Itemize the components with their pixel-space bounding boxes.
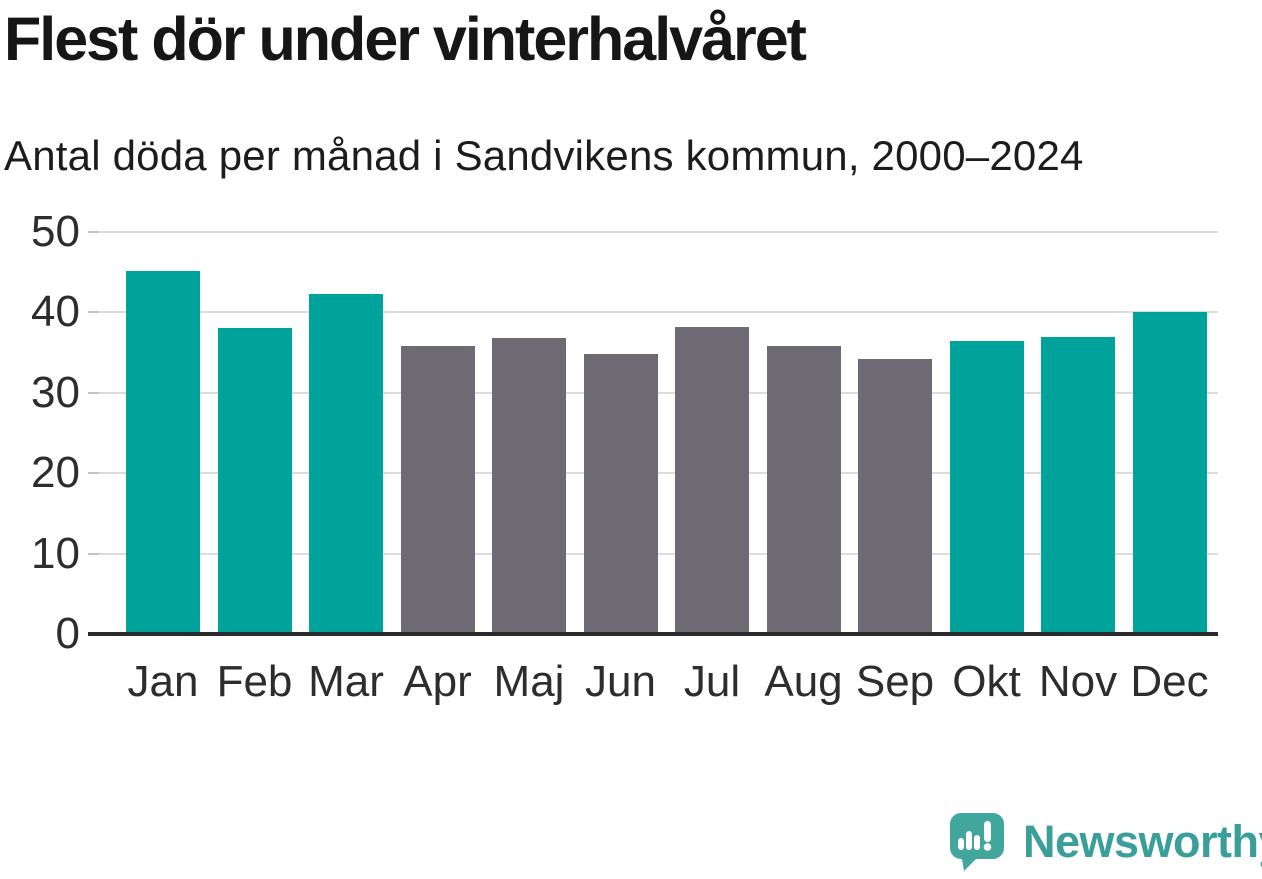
bar-jun (583, 354, 658, 634)
bar-jul (675, 326, 749, 634)
bar-sep (858, 359, 932, 634)
y-tick-mark (88, 231, 99, 233)
gridline-40 (88, 311, 1218, 314)
y-axis-tick-label-0: 0 (55, 609, 80, 658)
y-axis-labels: 0 10 20 30 40 50 (0, 208, 80, 658)
gridline-50 (88, 231, 1218, 233)
y-tick-mark (88, 472, 99, 475)
bar-dec (1132, 311, 1207, 634)
page-title: Flest dör under vinterhalvåret (4, 5, 807, 73)
y-axis-tick-label-30: 30 (31, 367, 80, 417)
bar-maj (492, 338, 566, 634)
x-axis-label-mar: Mar (308, 657, 384, 706)
bar-aug (766, 346, 841, 634)
x-axis-label-sep: Sep (855, 657, 935, 706)
newsworthy-wordmark: Newsworthy (1023, 816, 1262, 867)
y-axis-tick-label-20: 20 (31, 448, 80, 498)
chart-subtitle: Antal döda per månad i Sandvikens kommun… (4, 132, 1084, 179)
y-tick-mark (88, 311, 99, 314)
y-tick-mark (88, 391, 99, 394)
x-axis-label-aug: Aug (764, 657, 843, 706)
x-axis-label-jun: Jun (585, 657, 656, 706)
newsworthy-logo-icon (950, 813, 1004, 871)
x-axis-label-maj: Maj (493, 657, 565, 706)
x-axis-label-dec: Dec (1130, 657, 1209, 706)
plot-area (88, 231, 1218, 636)
x-axis-labels: Jan Feb Mar Apr Maj Jun Jul Aug Sep Okt Nov Dec (88, 654, 1218, 710)
bar-jan (126, 270, 200, 634)
bar-okt (949, 340, 1024, 634)
bar-feb (217, 327, 292, 634)
x-axis-label-feb: Feb (216, 657, 293, 706)
bar-apr (400, 346, 475, 634)
x-axis-label-okt: Okt (952, 657, 1021, 706)
bar-mar (309, 293, 383, 634)
y-axis-tick-label-10: 10 (31, 528, 80, 578)
x-axis-label-jul: Jul (683, 657, 741, 706)
brand-footer: Newsworthy (949, 812, 1262, 872)
x-axis-line (88, 632, 1218, 636)
y-axis-tick-label-40: 40 (31, 287, 80, 337)
y-axis-tick-label-50: 50 (31, 207, 80, 256)
x-axis-label-jan: Jan (127, 657, 199, 706)
x-axis-label-nov: Nov (1038, 657, 1118, 706)
y-tick-mark (88, 552, 99, 555)
bar-chart: 0 10 20 30 40 50 Jan Feb Mar Apr Maj Jun Jul Aug Sep O… (0, 208, 1218, 710)
bar-nov (1041, 336, 1115, 634)
x-axis-label-apr: Apr (403, 657, 472, 706)
